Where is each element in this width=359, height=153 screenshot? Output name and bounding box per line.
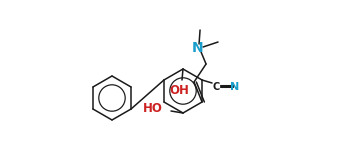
Text: C: C: [213, 82, 220, 92]
Text: N: N: [192, 41, 204, 55]
Text: OH: OH: [169, 84, 189, 97]
Text: HO: HO: [143, 101, 163, 114]
Text: N: N: [230, 82, 240, 92]
